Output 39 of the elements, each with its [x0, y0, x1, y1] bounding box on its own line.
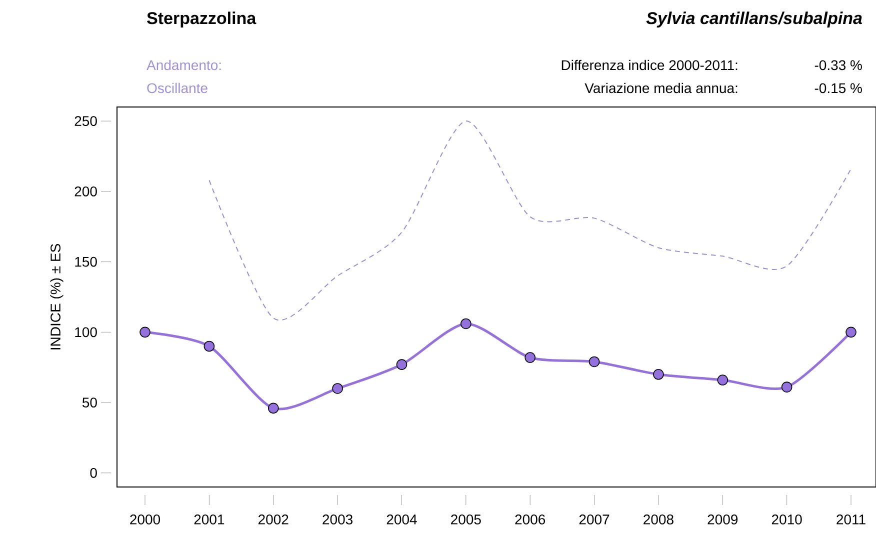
- y-tick-label: 50: [82, 398, 97, 408]
- point: [332, 383, 343, 394]
- y-tick-label: 250: [74, 116, 97, 126]
- point: [846, 326, 856, 338]
- point: [396, 359, 408, 370]
- point: [653, 368, 664, 380]
- x-tick-label: 2001: [194, 514, 224, 524]
- text: Oscillante: [147, 82, 208, 94]
- x-tick-label: 2010: [772, 514, 802, 524]
- text: Variazione media annua:: [584, 82, 738, 94]
- y-tick-label: 200: [74, 186, 97, 196]
- y-axis-title: INDICE (%) ± ES: [50, 244, 64, 350]
- point: [717, 374, 728, 386]
- text: -0.33 %: [814, 60, 862, 70]
- chart-title: Sterpazzolina: [147, 12, 256, 28]
- x-tick-label: 2004: [386, 514, 417, 524]
- text: -0.15 %: [814, 83, 862, 94]
- text: Andamento:: [146, 60, 221, 70]
- point: [460, 318, 472, 330]
- x-tick-label: 2005: [451, 514, 481, 524]
- text: Differenza indice 2000-2011:: [562, 60, 738, 70]
- point: [524, 352, 536, 363]
- x-tick-label: 2008: [644, 514, 674, 524]
- x-tick-label: 2003: [322, 514, 352, 524]
- y-tick-label: 100: [75, 327, 97, 338]
- x-tick-label: 2011: [836, 514, 866, 524]
- y-tick-label: 0: [90, 468, 97, 478]
- x-tick-label: 2002: [258, 514, 288, 524]
- y-tick-label: 150: [75, 256, 97, 267]
- x-tick-label: 2006: [515, 514, 546, 524]
- x-tick-label: 2009: [708, 514, 738, 524]
- point: [588, 356, 600, 368]
- chart-subtitle: Sylvia cantillans/subalpina: [646, 12, 862, 28]
- x-tick-label: 2007: [579, 514, 610, 524]
- point: [268, 402, 279, 414]
- point: [204, 340, 215, 352]
- x-tick-label: 2000: [130, 514, 160, 524]
- point: [140, 326, 150, 338]
- point: [781, 382, 792, 392]
